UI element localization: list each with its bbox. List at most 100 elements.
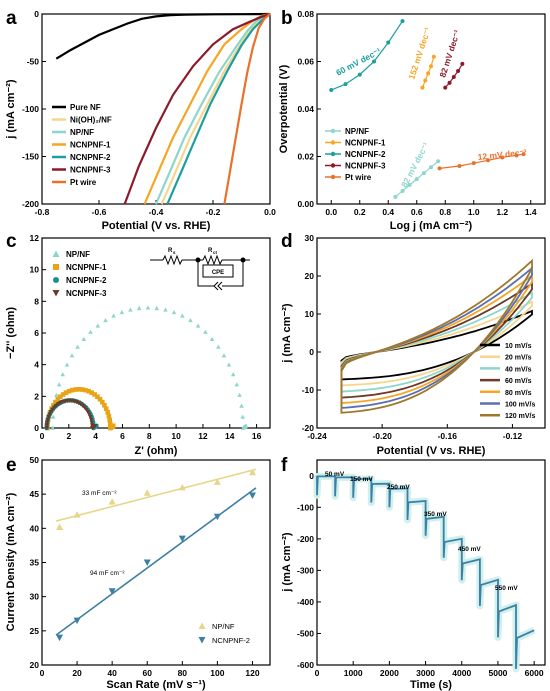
panel-b-point: [429, 64, 433, 69]
panel-c-point: [66, 388, 72, 394]
panel-a-xtick-label: -0.8: [35, 207, 50, 217]
panel-a-legend-label-3: NCNPNF-1: [70, 141, 111, 150]
panel-a-ytick-label: -50: [27, 57, 40, 67]
panel-c-point: [76, 401, 82, 406]
panel-c-xlabel: Z' (ohm): [135, 445, 178, 457]
panel-c-point: [221, 353, 227, 358]
panel-b-point: [457, 164, 462, 168]
circuit-cpe-label: CPE: [212, 270, 224, 276]
panel-d-xtick-label: -0.12: [503, 431, 523, 441]
panel-b-legend-label-1: NCNPNF-1: [345, 139, 386, 148]
panel-c-point: [239, 403, 244, 408]
panel-c-point: [240, 414, 246, 419]
panel-d-xtick-label: -0.16: [438, 431, 458, 441]
panel-c-xtick-label: 6: [120, 431, 125, 441]
panel-e-ylabel: Current Density (mA cm⁻²): [5, 492, 17, 631]
panel-c-point: [89, 390, 95, 395]
panel-a-xtick-label: 0.0: [264, 207, 276, 217]
panel-b-point: [447, 80, 452, 85]
panel-b-xtick-label: 0.2: [354, 207, 366, 217]
panel-a-legend-label-1: Ni(OH)₂/NF: [70, 116, 112, 125]
panel-b-legend-marker-2: [330, 151, 336, 157]
panel-d-xtick-label: -0.24: [307, 431, 327, 441]
panel-b-point: [451, 74, 456, 79]
panel-c-point: [54, 392, 59, 397]
panel-c-point: [69, 353, 75, 358]
panel-b-point: [486, 158, 490, 163]
panel-b-xtick-label: 1.0: [468, 207, 480, 217]
panel-c-point: [86, 412, 92, 417]
panel-b-point: [437, 166, 442, 171]
panel-c-point: [110, 423, 116, 429]
panel-e-point: [178, 535, 186, 543]
panel-e-point: [108, 588, 116, 595]
panel-c-point: [103, 406, 109, 411]
panel-b-xtick-label: 0.8: [439, 207, 451, 217]
panel-c-point: [107, 417, 113, 423]
panel-f-xtick-label: 5000: [488, 668, 507, 678]
panel-b-legend-label-2: NCNPNF-2: [345, 150, 386, 159]
panel-c-point: [102, 402, 107, 408]
panel-b-point: [407, 183, 412, 187]
panel-c-legend-label-2: NCNPNF-2: [66, 276, 107, 285]
panel-c-legend-marker-0: [52, 250, 60, 257]
panel-f-trace-line: [316, 475, 535, 669]
panel-c-point: [195, 323, 201, 328]
panel-f-xtick-label: 1000: [344, 668, 363, 678]
panel-c-point: [50, 425, 56, 430]
panel-d-ytick-label: 10: [305, 309, 315, 319]
panel-c-ytick-label: 12: [30, 233, 40, 243]
panel-a-ylabel: j (mA cm⁻²): [5, 79, 17, 140]
panel-e-legend-marker-1: [198, 637, 206, 644]
panel-e-legend-marker-0: [198, 622, 206, 629]
panel-d-cv-loop-3: [340, 281, 533, 399]
panel-c-point: [44, 423, 50, 428]
panel-d-legend-label-1: 20 mV/s: [505, 355, 532, 362]
panel-c-point: [188, 318, 193, 323]
panel-c-xtick-label: 4: [93, 431, 98, 441]
panel-e-plot-frame: [41, 459, 271, 666]
panel-c-point: [145, 305, 151, 310]
panel-f-ytick-label: -300: [297, 565, 314, 575]
panel-b-ytick-label: 0.02: [297, 152, 314, 162]
panel-c-point: [50, 414, 56, 419]
panel-c-xtick-label: 14: [225, 431, 235, 441]
panel-a-legend-label-5: NCNPNF-3: [70, 166, 111, 175]
panel-e-ytick-label: 30: [30, 592, 40, 602]
panel-e-xtick-label: 40: [107, 668, 117, 678]
panel-b-point: [420, 85, 425, 90]
panel-c-point: [119, 310, 125, 315]
panel-c-point: [88, 417, 94, 422]
panel-c-point: [216, 344, 221, 349]
panel-f-step-label-0: 50 mV: [325, 471, 345, 478]
panel-c-legend-label-1: NCNPNF-1: [66, 263, 107, 272]
panel-b-point: [443, 85, 448, 90]
panel-c-point: [95, 323, 101, 328]
panel-b-point: [521, 152, 526, 157]
panel-b-point: [460, 61, 465, 66]
panel-c-point: [60, 372, 66, 377]
panel-b-slope-annotation-3: 12 mV dec⁻¹: [477, 147, 527, 162]
panel-e-fit-line-1: [55, 487, 257, 636]
panel-b-slope-annotation-4: 82 mV dec⁻¹: [399, 141, 431, 189]
panel-b-point: [357, 72, 362, 77]
panel-f-step-label-6: 350 mV: [424, 511, 447, 518]
panel-e-ytick-label: 20: [30, 660, 40, 670]
panel-c-point: [230, 372, 236, 377]
panel-c-point: [107, 421, 113, 427]
panel-label-c: c: [6, 231, 17, 252]
panel-d-legend-label-6: 120 mV/s: [505, 413, 535, 420]
panel-b-point: [471, 161, 476, 166]
panel-e-point: [143, 489, 151, 496]
panel-c-ylabel: −Z'' (ohm): [5, 307, 17, 359]
panel-b-point: [431, 54, 436, 59]
panel-c-point: [51, 402, 56, 408]
panel-c-point: [95, 394, 100, 399]
panel-label-a: a: [6, 8, 17, 29]
panel-a-series-line-6: [223, 13, 271, 205]
panel-c-point: [171, 310, 177, 315]
panel-c-point: [163, 307, 168, 312]
panel-b-point: [429, 165, 433, 170]
panel-f-step-label-8: 450 mV: [458, 546, 481, 553]
panel-d-cv-loop-2: [340, 291, 533, 393]
